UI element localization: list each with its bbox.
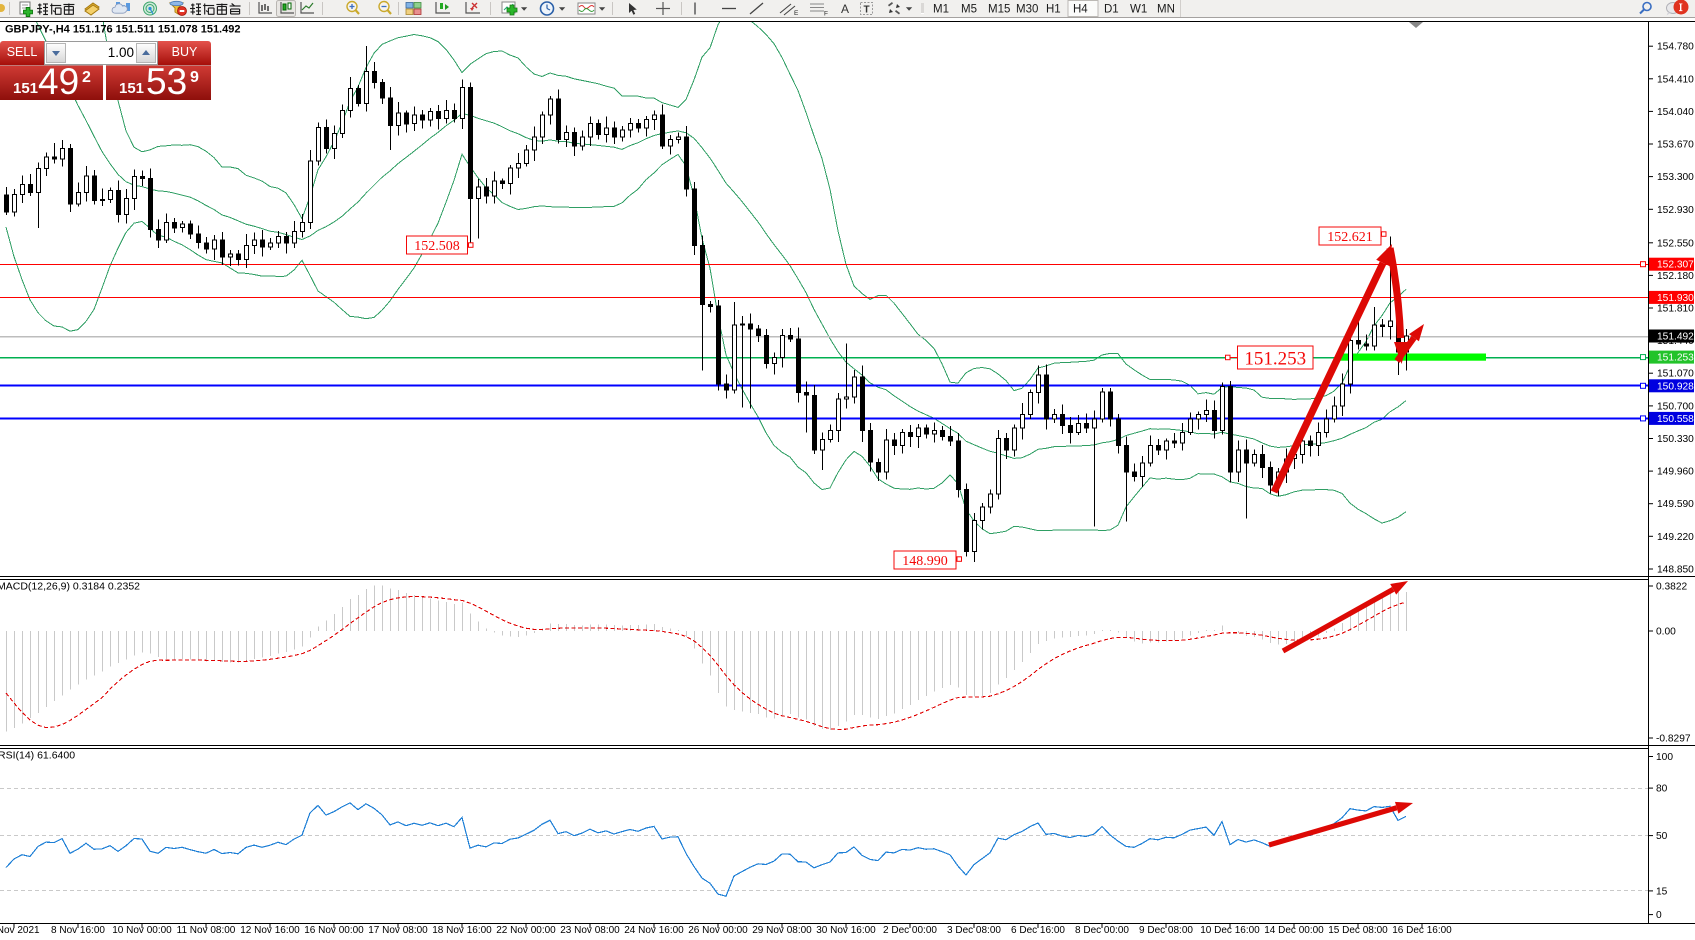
svg-text:22 Nov 00:00: 22 Nov 00:00	[496, 925, 556, 935]
svg-text:16 Nov 00:00: 16 Nov 00:00	[304, 925, 364, 935]
svg-text:3 Dec 08:00: 3 Dec 08:00	[947, 925, 1001, 935]
svg-text:14 Dec 00:00: 14 Dec 00:00	[1264, 925, 1324, 935]
svg-text:MACD(12,26,9) 0.3184 0.2352: MACD(12,26,9) 0.3184 0.2352	[0, 581, 140, 593]
svg-text:15 Dec 08:00: 15 Dec 08:00	[1328, 925, 1388, 935]
svg-text:23 Nov 08:00: 23 Nov 08:00	[560, 925, 620, 935]
svg-text:30 Nov 16:00: 30 Nov 16:00	[816, 925, 876, 935]
svg-text:W1: W1	[1130, 4, 1147, 16]
svg-text:29 Nov 08:00: 29 Nov 08:00	[752, 925, 812, 935]
svg-text:148.850: 148.850	[1657, 565, 1694, 576]
svg-text:152.621: 152.621	[1327, 230, 1373, 245]
svg-text:8 Dec 00:00: 8 Dec 00:00	[1075, 925, 1129, 935]
svg-text:151.492: 151.492	[1657, 332, 1694, 343]
svg-text:H1: H1	[1046, 4, 1061, 16]
svg-text:50: 50	[1656, 831, 1668, 842]
svg-text:152.508: 152.508	[414, 239, 460, 254]
svg-text:0.3822: 0.3822	[1656, 582, 1687, 593]
svg-text:9 Dec 08:00: 9 Dec 08:00	[1139, 925, 1193, 935]
svg-text:149.590: 149.590	[1657, 499, 1694, 510]
svg-text:151.253: 151.253	[1244, 348, 1306, 369]
svg-text:80: 80	[1656, 784, 1668, 795]
svg-text:6 Dec 16:00: 6 Dec 16:00	[1011, 925, 1065, 935]
svg-text:18 Nov 16:00: 18 Nov 16:00	[432, 925, 492, 935]
svg-text:16 Dec 16:00: 16 Dec 16:00	[1392, 925, 1452, 935]
svg-text:149.960: 149.960	[1657, 467, 1694, 478]
svg-text:15: 15	[1656, 886, 1668, 897]
svg-text:151.070: 151.070	[1657, 369, 1694, 380]
svg-text:150.330: 150.330	[1657, 434, 1694, 445]
svg-text:RSI(14) 61.6400: RSI(14) 61.6400	[0, 750, 75, 762]
svg-text:T: T	[864, 5, 870, 16]
svg-text:24 Nov 16:00: 24 Nov 16:00	[624, 925, 684, 935]
svg-text:153.670: 153.670	[1657, 140, 1694, 151]
svg-text:151.930: 151.930	[1657, 293, 1694, 304]
svg-text:E: E	[794, 10, 799, 17]
svg-text:150.928: 150.928	[1657, 381, 1694, 392]
svg-text:151.253: 151.253	[1657, 353, 1694, 364]
svg-text:-0.8297: -0.8297	[1656, 734, 1691, 745]
svg-text:150.558: 150.558	[1657, 414, 1694, 425]
svg-text:154.780: 154.780	[1657, 42, 1694, 53]
svg-text:2 Dec 00:00: 2 Dec 00:00	[883, 925, 937, 935]
svg-text:A: A	[841, 2, 849, 16]
svg-text:10 Dec 16:00: 10 Dec 16:00	[1200, 925, 1260, 935]
svg-text:151.810: 151.810	[1657, 304, 1694, 315]
svg-text:M30: M30	[1016, 4, 1038, 16]
svg-text:0: 0	[1656, 910, 1662, 921]
svg-text:MN: MN	[1157, 4, 1175, 16]
svg-text:10 Nov 00:00: 10 Nov 00:00	[112, 925, 172, 935]
svg-text:H4: H4	[1073, 4, 1088, 16]
svg-text:M15: M15	[988, 4, 1010, 16]
svg-text:153.300: 153.300	[1657, 172, 1694, 183]
svg-text:0.00: 0.00	[1656, 627, 1676, 638]
svg-text:5 Nov 2021: 5 Nov 2021	[0, 925, 40, 935]
svg-text:150.700: 150.700	[1657, 401, 1694, 412]
svg-text:17 Nov 08:00: 17 Nov 08:00	[368, 925, 428, 935]
svg-text:148.990: 148.990	[902, 554, 948, 569]
svg-text:12 Nov 16:00: 12 Nov 16:00	[240, 925, 300, 935]
svg-text:8 Nov 16:00: 8 Nov 16:00	[51, 925, 105, 935]
svg-text:M5: M5	[961, 4, 977, 16]
svg-text:F: F	[824, 11, 828, 18]
svg-text:100: 100	[1656, 752, 1673, 763]
svg-text:D1: D1	[1104, 4, 1119, 16]
svg-text:152.307: 152.307	[1657, 260, 1694, 271]
svg-text:26 Nov 00:00: 26 Nov 00:00	[688, 925, 748, 935]
svg-text:154.410: 154.410	[1657, 74, 1694, 85]
svg-text:M1: M1	[933, 4, 949, 16]
svg-text:GBPJPY-,H4 151.176 151.511 15: GBPJPY-,H4 151.176 151.511 151.078 151.4…	[5, 24, 240, 36]
svg-text:152.550: 152.550	[1657, 238, 1694, 249]
svg-text:152.930: 152.930	[1657, 205, 1694, 216]
svg-text:154.040: 154.040	[1657, 107, 1694, 118]
svg-text:11 Nov 08:00: 11 Nov 08:00	[177, 925, 236, 935]
svg-text:152.180: 152.180	[1657, 271, 1694, 282]
svg-text:149.220: 149.220	[1657, 532, 1694, 543]
